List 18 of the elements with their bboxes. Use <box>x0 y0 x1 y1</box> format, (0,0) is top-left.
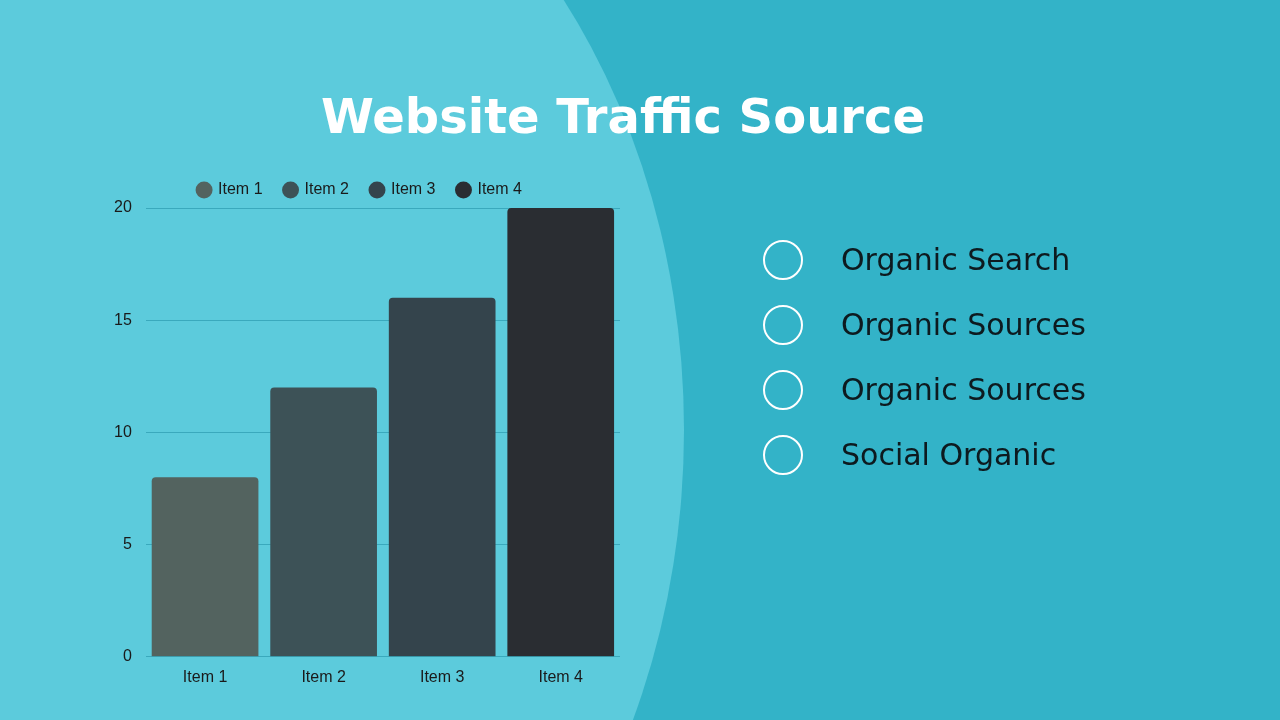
text: Organic Sources <box>841 372 1086 407</box>
legend-label: Item 2 <box>304 180 350 198</box>
x-tick-label: Item 2 <box>301 667 346 685</box>
legend-label: Item 1 <box>218 180 263 198</box>
text: Organic Search <box>841 242 1071 277</box>
legend-label: Item 3 <box>391 180 436 198</box>
x-tick-label: Item 1 <box>182 667 228 685</box>
y-tick-label: 10 <box>114 422 132 440</box>
legend-label: Item 4 <box>477 180 523 198</box>
chart-title: Website Traffic Source <box>320 88 926 144</box>
y-tick-label: 15 <box>114 310 132 328</box>
y-tick-label: 0 <box>122 647 132 665</box>
text: Organic Sources <box>841 307 1086 342</box>
x-tick-label: Item 3 <box>419 667 465 685</box>
text: Social Organic <box>841 437 1057 472</box>
x-tick-label: Item 4 <box>538 667 584 685</box>
y-tick-label: 20 <box>114 198 132 216</box>
y-tick-label: 5 <box>122 535 132 553</box>
